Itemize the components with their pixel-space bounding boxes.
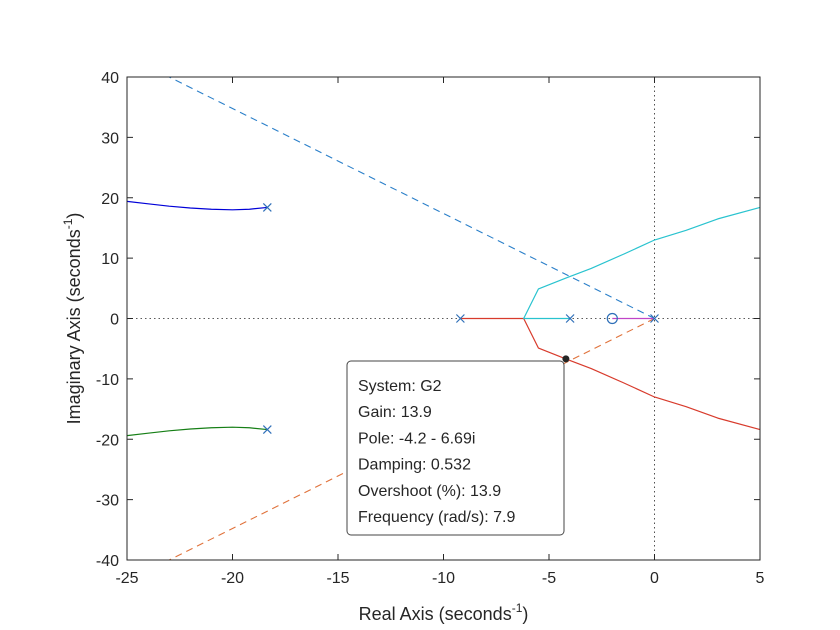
datatip-overshoot: Overshoot (%): 13.9	[358, 483, 501, 500]
y-tick-label: -40	[96, 553, 119, 570]
y-tick-label: 10	[101, 251, 119, 268]
locus-branch-4[interactable]	[523, 206, 761, 320]
x-tick-label: -15	[326, 570, 349, 587]
pole-marker-3[interactable]	[455, 314, 465, 323]
datatip-marker[interactable]	[562, 355, 570, 363]
x-axis-label: Real Axis (seconds-1)	[359, 601, 529, 624]
x-axis-label-close: )	[522, 604, 528, 624]
pole-marker-2[interactable]	[262, 425, 272, 435]
y-axis-label-sup: -1	[61, 218, 75, 229]
y-tick-label: 20	[101, 191, 119, 208]
y-axis-label: Imaginary Axis (seconds-1)	[61, 213, 84, 425]
x-tick-label: -25	[115, 570, 138, 587]
datatip-system: System: G2	[358, 378, 442, 395]
y-tick-label: 40	[101, 70, 119, 87]
marker-layer	[262, 202, 659, 435]
y-tick-label: 0	[110, 312, 119, 329]
pole-marker-5[interactable]	[650, 314, 659, 323]
y-tick-label: -10	[96, 372, 119, 389]
damping-line-lower	[168, 318, 655, 561]
x-tick-label: -20	[221, 570, 244, 587]
datatip-box	[346, 360, 565, 536]
y-tick-label: -30	[96, 493, 119, 510]
locus-branch-3[interactable]	[460, 317, 761, 431]
x-axis-label-text: Real Axis (seconds	[359, 604, 512, 624]
x-tick-label: 5	[756, 570, 765, 587]
y-axis-label-close: )	[64, 213, 84, 219]
y-tick-label: 30	[101, 130, 119, 147]
y-tick-label: -20	[96, 432, 119, 449]
pole-marker-1[interactable]	[262, 202, 272, 212]
datatip-frequency: Frequency (rad/s): 7.9	[358, 509, 516, 526]
datatip-damping: Damping: 0.532	[358, 457, 471, 474]
pole-marker-4[interactable]	[565, 314, 575, 323]
tick-layer: -25 -20 -15 -10 -5 0 5 -40 -30 -20 -10 0 10 20 30 40	[96, 70, 765, 587]
x-tick-label: -10	[432, 570, 455, 587]
x-tick-label: -5	[542, 570, 556, 587]
locus-branch-2[interactable]	[126, 426, 268, 437]
datatip[interactable]: System: G2 Gain: 13.9 Pole: -4.2 - 6.69i…	[346, 355, 570, 536]
x-axis-label-sup: -1	[512, 601, 523, 615]
zero-marker-1[interactable]	[606, 312, 618, 325]
x-tick-label: 0	[650, 570, 659, 587]
datatip-pole: Pole: -4.2 - 6.69i	[358, 430, 475, 447]
damping-line-upper	[168, 76, 655, 319]
datatip-gain: Gain: 13.9	[358, 404, 432, 421]
locus-branch-1[interactable]	[126, 200, 268, 211]
y-axis-label-text: Imaginary Axis (seconds	[64, 229, 84, 424]
